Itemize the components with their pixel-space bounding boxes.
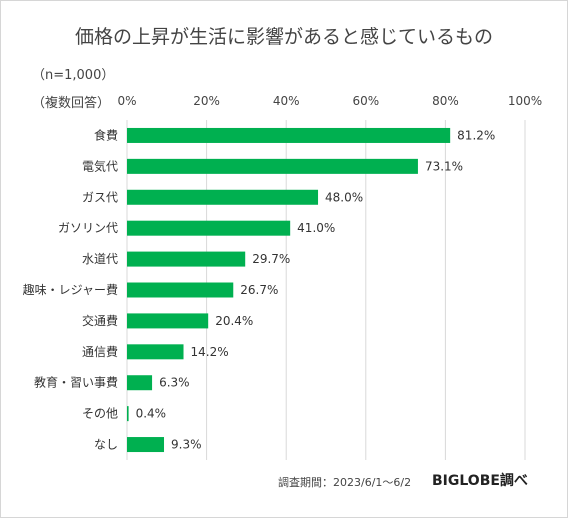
- category-label: 教育・習い事費: [34, 375, 118, 390]
- value-label: 6.3%: [159, 376, 190, 390]
- category-label: ガス代: [82, 190, 118, 204]
- x-tick-label: 20%: [193, 94, 220, 108]
- value-label: 0.4%: [136, 407, 167, 421]
- value-label: 29.7%: [252, 252, 290, 266]
- value-label: 73.1%: [425, 159, 463, 173]
- bar: [127, 344, 184, 360]
- value-label: 26.7%: [240, 283, 278, 297]
- bar: [127, 437, 165, 453]
- bar: [127, 158, 418, 174]
- survey-period: 調査期間：2023/6/1～6/2: [278, 476, 412, 489]
- bar: [127, 127, 451, 143]
- category-labels: 食費電気代ガス代ガソリン代水道代趣味・レジャー費交通費通信費教育・習い事費その他…: [23, 127, 118, 451]
- category-label: なし: [94, 438, 118, 452]
- sample-size-note: （n=1,000）: [32, 68, 115, 83]
- category-label: 通信費: [82, 344, 118, 359]
- value-label: 20.4%: [215, 314, 253, 328]
- category-label: 食費: [94, 127, 118, 142]
- category-label: 交通費: [82, 313, 118, 328]
- category-label: ガソリン代: [58, 221, 118, 235]
- bar: [127, 375, 153, 391]
- multiple-answers-note: （複数回答）: [32, 96, 111, 111]
- gridlines: [126, 120, 526, 460]
- value-label: 9.3%: [171, 438, 202, 452]
- brand-logo: BIGLOBE調べ: [432, 473, 528, 489]
- bar: [127, 313, 209, 329]
- category-label: 趣味・レジャー費: [23, 282, 118, 297]
- category-label: 水道代: [82, 252, 118, 266]
- x-tick-label: 40%: [273, 94, 300, 108]
- category-label: 電気代: [82, 158, 118, 173]
- tick-labels: 0% 20% 40% 60% 80% 100%: [117, 94, 542, 108]
- bar: [127, 220, 291, 236]
- x-tick-label: 100%: [508, 94, 542, 108]
- value-label: 48.0%: [325, 190, 363, 204]
- x-tick-label: 0%: [117, 94, 136, 108]
- value-label: 41.0%: [297, 221, 335, 235]
- value-label: 81.2%: [457, 128, 495, 142]
- bar: [127, 406, 129, 422]
- chart-title: 価格の上昇が生活に影響があると感じているもの: [74, 26, 493, 48]
- bars: [127, 127, 451, 453]
- category-label: その他: [82, 407, 118, 421]
- x-tick-label: 80%: [432, 94, 459, 108]
- bar: [127, 282, 234, 298]
- value-labels: 81.2% 73.1% 48.0% 41.0% 29.7% 26.7% 20.4% 14.2%…: [136, 128, 496, 451]
- value-label: 14.2%: [191, 345, 229, 359]
- x-tick-label: 60%: [352, 94, 379, 108]
- bar: [127, 189, 319, 205]
- bar: [127, 251, 246, 267]
